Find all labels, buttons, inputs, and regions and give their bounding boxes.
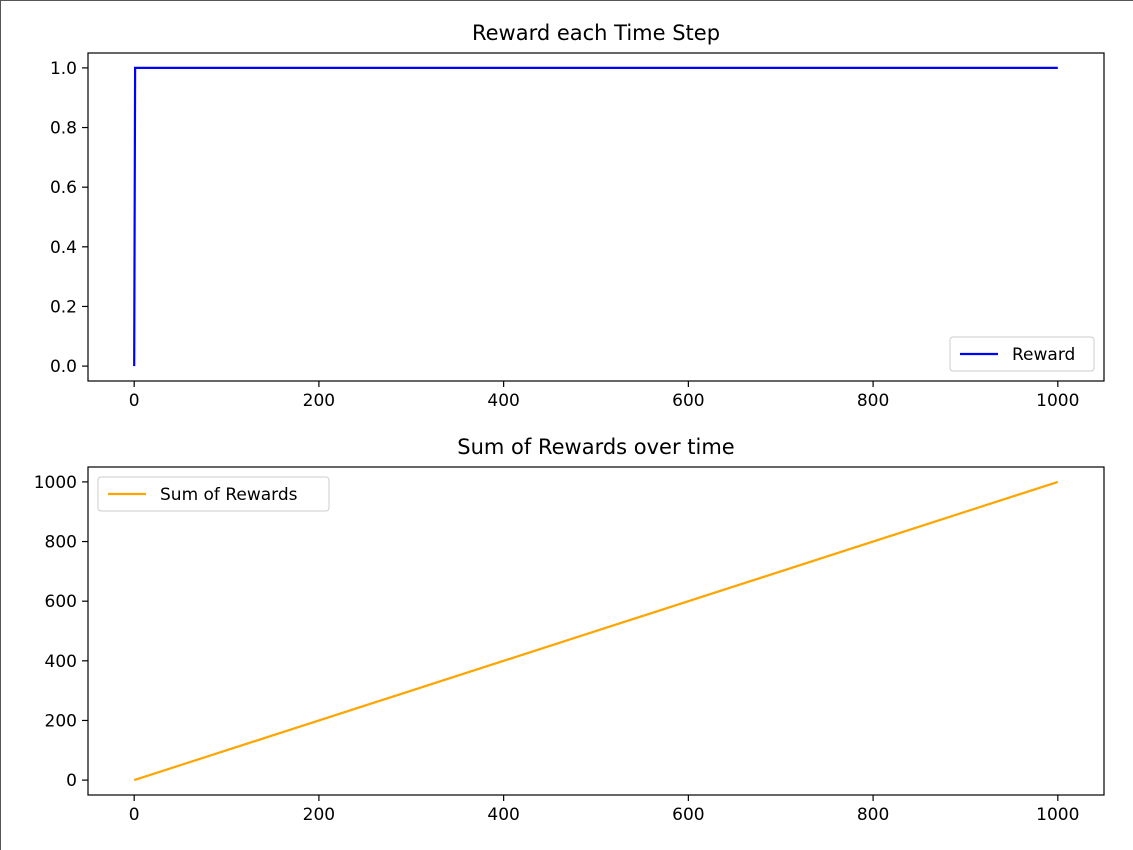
series-group: [133, 66, 1058, 367]
series-line: [133, 66, 1058, 367]
x-tick-label: 200: [303, 805, 335, 825]
x-tick-label: 0: [129, 805, 140, 825]
x-tick-label: 800: [857, 391, 889, 411]
x-tick-label: 400: [487, 805, 519, 825]
series-group: [133, 480, 1059, 782]
x-ticks: 0 200 400 600 800 1000: [129, 795, 1079, 825]
x-tick-label: 800: [857, 805, 889, 825]
legend: Reward: [949, 336, 1095, 372]
axes-frame: [87, 466, 1105, 796]
y-tick-label: 0.0: [50, 357, 77, 377]
y-tick-label: 400: [45, 652, 77, 672]
x-tick-label: 600: [672, 805, 704, 825]
y-tick-label: 0.8: [50, 119, 77, 139]
legend-label: Reward: [1012, 345, 1075, 365]
y-tick-label: 1.0: [50, 59, 77, 79]
x-tick-label: 600: [672, 391, 704, 411]
y-tick-label: 1000: [34, 473, 77, 493]
y-tick-label: 600: [45, 592, 77, 612]
y-ticks: 0.0 0.2 0.4 0.6 0.8 1.0: [50, 59, 88, 377]
y-ticks: 0 200 400 600 800 1000: [34, 473, 88, 791]
axes-frame: [87, 52, 1105, 382]
legend-label: Sum of Rewards: [160, 485, 298, 505]
y-tick-label: 800: [45, 533, 77, 553]
x-ticks: 0 200 400 600 800 1000: [129, 381, 1079, 411]
chart-title: Reward each Time Step: [472, 21, 720, 45]
y-tick-label: 0: [66, 771, 77, 791]
y-tick-label: 200: [45, 711, 77, 731]
y-tick-label: 0.2: [50, 297, 77, 317]
x-tick-label: 1000: [1036, 805, 1079, 825]
legend-box: [97, 476, 330, 512]
x-tick-label: 0: [129, 391, 140, 411]
legend: Sum of Rewards: [97, 476, 330, 512]
legend-box: [949, 336, 1095, 372]
y-tick-label: 0.6: [50, 178, 77, 198]
sum-of-rewards-chart: Sum of Rewards over time 0 200 400 600 800 10…: [34, 435, 1105, 825]
reward-chart: Reward each Time Step 0 200 400 600 800 1000 …: [50, 21, 1105, 411]
chart-title: Sum of Rewards over time: [457, 435, 734, 459]
x-tick-label: 1000: [1036, 391, 1079, 411]
y-tick-label: 0.4: [50, 238, 77, 258]
x-tick-label: 200: [303, 391, 335, 411]
x-tick-label: 400: [487, 391, 519, 411]
series-line: [133, 480, 1059, 782]
